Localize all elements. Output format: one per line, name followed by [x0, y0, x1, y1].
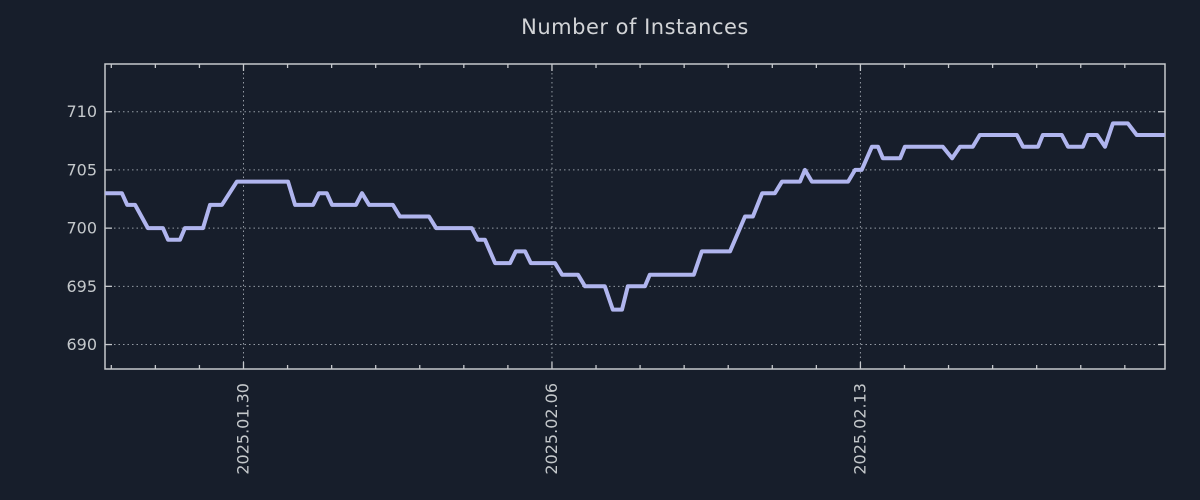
x-tick-label: 2025.02.06: [542, 383, 561, 475]
y-tick-label: 690: [66, 335, 97, 354]
series-line: [105, 121, 1165, 312]
x-tick-label: 2025.02.13: [850, 383, 869, 475]
y-tick-label: 705: [66, 160, 97, 179]
y-tick-label: 695: [66, 277, 97, 296]
y-tick-label: 710: [66, 102, 97, 121]
axes-border: [104, 63, 1166, 370]
chart-title: Number of Instances: [521, 15, 749, 39]
x-tick-label: 2025.01.30: [233, 383, 252, 475]
y-tick-label: 700: [66, 219, 97, 238]
